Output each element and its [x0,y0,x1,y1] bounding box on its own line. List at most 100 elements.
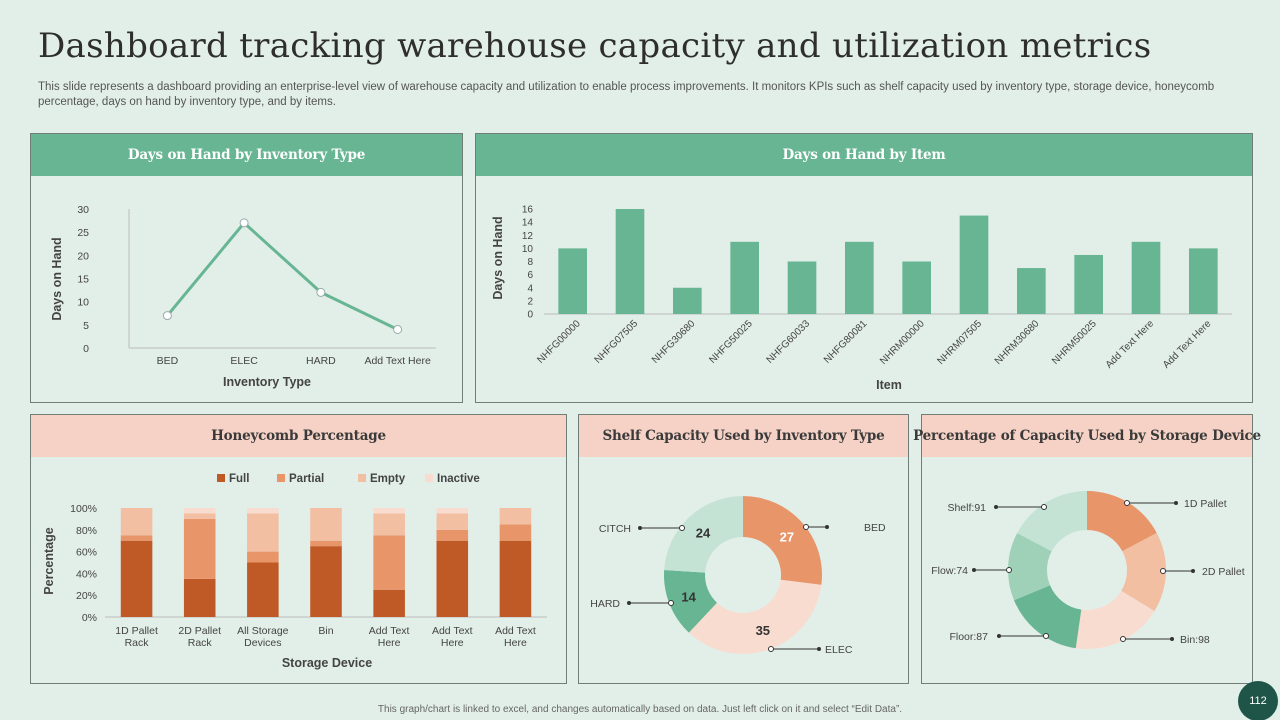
bar-segment [183,508,216,514]
bar-segment [183,578,216,617]
bar-segment [373,535,405,590]
page-subtitle: This slide represents a dashboard provid… [38,81,1215,108]
panel-days-by-item: Days on Hand by Item 0 2 4 6 8 10 12 14 16 NHFG00… [475,133,1253,403]
leader-dot [768,646,774,652]
x-tick-label: Add Text [432,625,473,637]
x-tick-label: NHFG60033 [765,318,813,366]
bar-segment [436,540,469,617]
y-tick-label: 14 [522,218,534,229]
panel-shelf-capacity: Shelf Capacity Used by Inventory Type 27… [578,414,909,684]
y-tick-label: 60% [76,547,97,559]
y-tick-label: 40% [76,568,97,580]
bar-segment [310,546,342,617]
x-tick-label: NHRM50025 [1050,318,1099,367]
x-tick-label: Add Text Here [1161,318,1214,371]
y-tick-label: 20 [77,250,89,262]
bar-segment [373,589,405,617]
x-tick-label: Add Text Here [364,355,431,367]
panel-capacity-device: Percentage of Capacity Used by Storage D… [913,414,1261,684]
leader-dot [627,601,631,605]
legend-label: Full [229,473,249,485]
data-label: 24 [696,525,711,540]
x-tick-label: Bin [318,625,333,637]
bar-segment [310,540,342,547]
chart-capacity-by-device: 1D Pallet 2D Pallet Bin:98 Floor:87 Flow:74 S… [931,491,1245,649]
leader-dot [1191,569,1195,573]
panel-title: Days on Hand by Inventory Type [31,134,462,176]
x-tick-label: 2D Pallet [178,625,221,637]
bar-segment [436,513,469,530]
leader-dot [679,525,685,531]
legend-label: 1D Pallet [1184,498,1227,510]
bar-segment [499,524,532,541]
x-tick-label: NHFG07505 [593,318,641,366]
panel-title: Honeycomb Percentage [31,415,566,457]
y-tick-label: 2 [527,296,533,307]
leader-dot [803,524,809,530]
leader-dot [1124,500,1130,506]
x-tick-label: Here [378,637,401,649]
pie-slice [743,496,822,585]
page-title: Dashboard tracking warehouse capacity an… [38,26,1152,66]
y-tick-label: 80% [76,525,97,537]
bar-segment [247,513,279,552]
bar [902,261,931,314]
bar [959,215,989,314]
bar [787,261,817,314]
legend-label: CITCH [599,523,631,535]
y-tick-label: 8 [527,257,533,268]
leader-dot [1120,636,1126,642]
chart-days-by-item: 0 2 4 6 8 10 12 14 16 NHFG00000 NHFG07505 NHFG30680… [491,205,1232,392]
leader-dot [668,600,674,606]
legend-swatch [277,474,285,482]
legend-label: Inactive [437,473,480,485]
bar-segment [373,513,405,536]
legend-swatch [425,474,433,482]
bar [730,241,759,314]
y-tick-label: 10 [77,297,89,309]
bar [1074,254,1103,314]
x-axis-label: Storage Device [282,656,372,670]
legend-label: HARD [590,598,620,610]
legend-label: Shelf:91 [947,502,986,514]
bar-segment [436,529,469,541]
bar-segment [120,535,153,541]
bar [1189,248,1218,314]
y-tick-label: 20% [76,590,97,602]
legend-swatch [358,474,366,482]
y-axis-label: Percentage [42,527,56,594]
x-tick-label: Rack [125,637,150,649]
leader-dot [1160,568,1166,574]
bar [1131,241,1161,314]
leader-dot [817,647,821,651]
chart-days-by-type: 0 5 10 15 20 25 30 BED ELEC HARD Add Text Here Inve… [50,204,436,389]
bar-segment [247,508,279,514]
leader-dot [1006,567,1012,573]
data-label: 35 [756,623,770,638]
y-tick-label: 4 [527,283,533,294]
legend-label: BED [864,522,886,534]
legend-label: Flow:74 [931,565,968,577]
x-tick-label: BED [157,355,179,367]
bar-segment [183,518,216,579]
y-tick-label: 10 [522,244,534,255]
x-tick-label: NHFG50025 [707,318,755,366]
y-tick-label: 12 [522,231,534,242]
x-tick-label: NHFG30680 [650,318,698,366]
bar [673,287,702,314]
leader-dot [1043,633,1049,639]
x-tick-label: NHRM30680 [993,318,1042,367]
leader-dot [997,634,1001,638]
y-tick-label: 0 [83,343,89,355]
data-label: 27 [780,529,794,544]
x-tick-label: Add Text [369,625,410,637]
y-tick-label: 6 [527,270,533,281]
x-tick-label: NHRM07505 [935,318,984,367]
panel-days-by-type: Days on Hand by Inventory Type 0 5 10 15 20 2… [30,133,463,403]
y-tick-label: 100% [70,503,97,515]
bar-segment [247,562,279,617]
legend-label: Floor:87 [949,631,988,643]
pie-slice [1121,532,1166,612]
bar-segment [499,508,532,525]
x-tick-label: Here [504,637,527,649]
